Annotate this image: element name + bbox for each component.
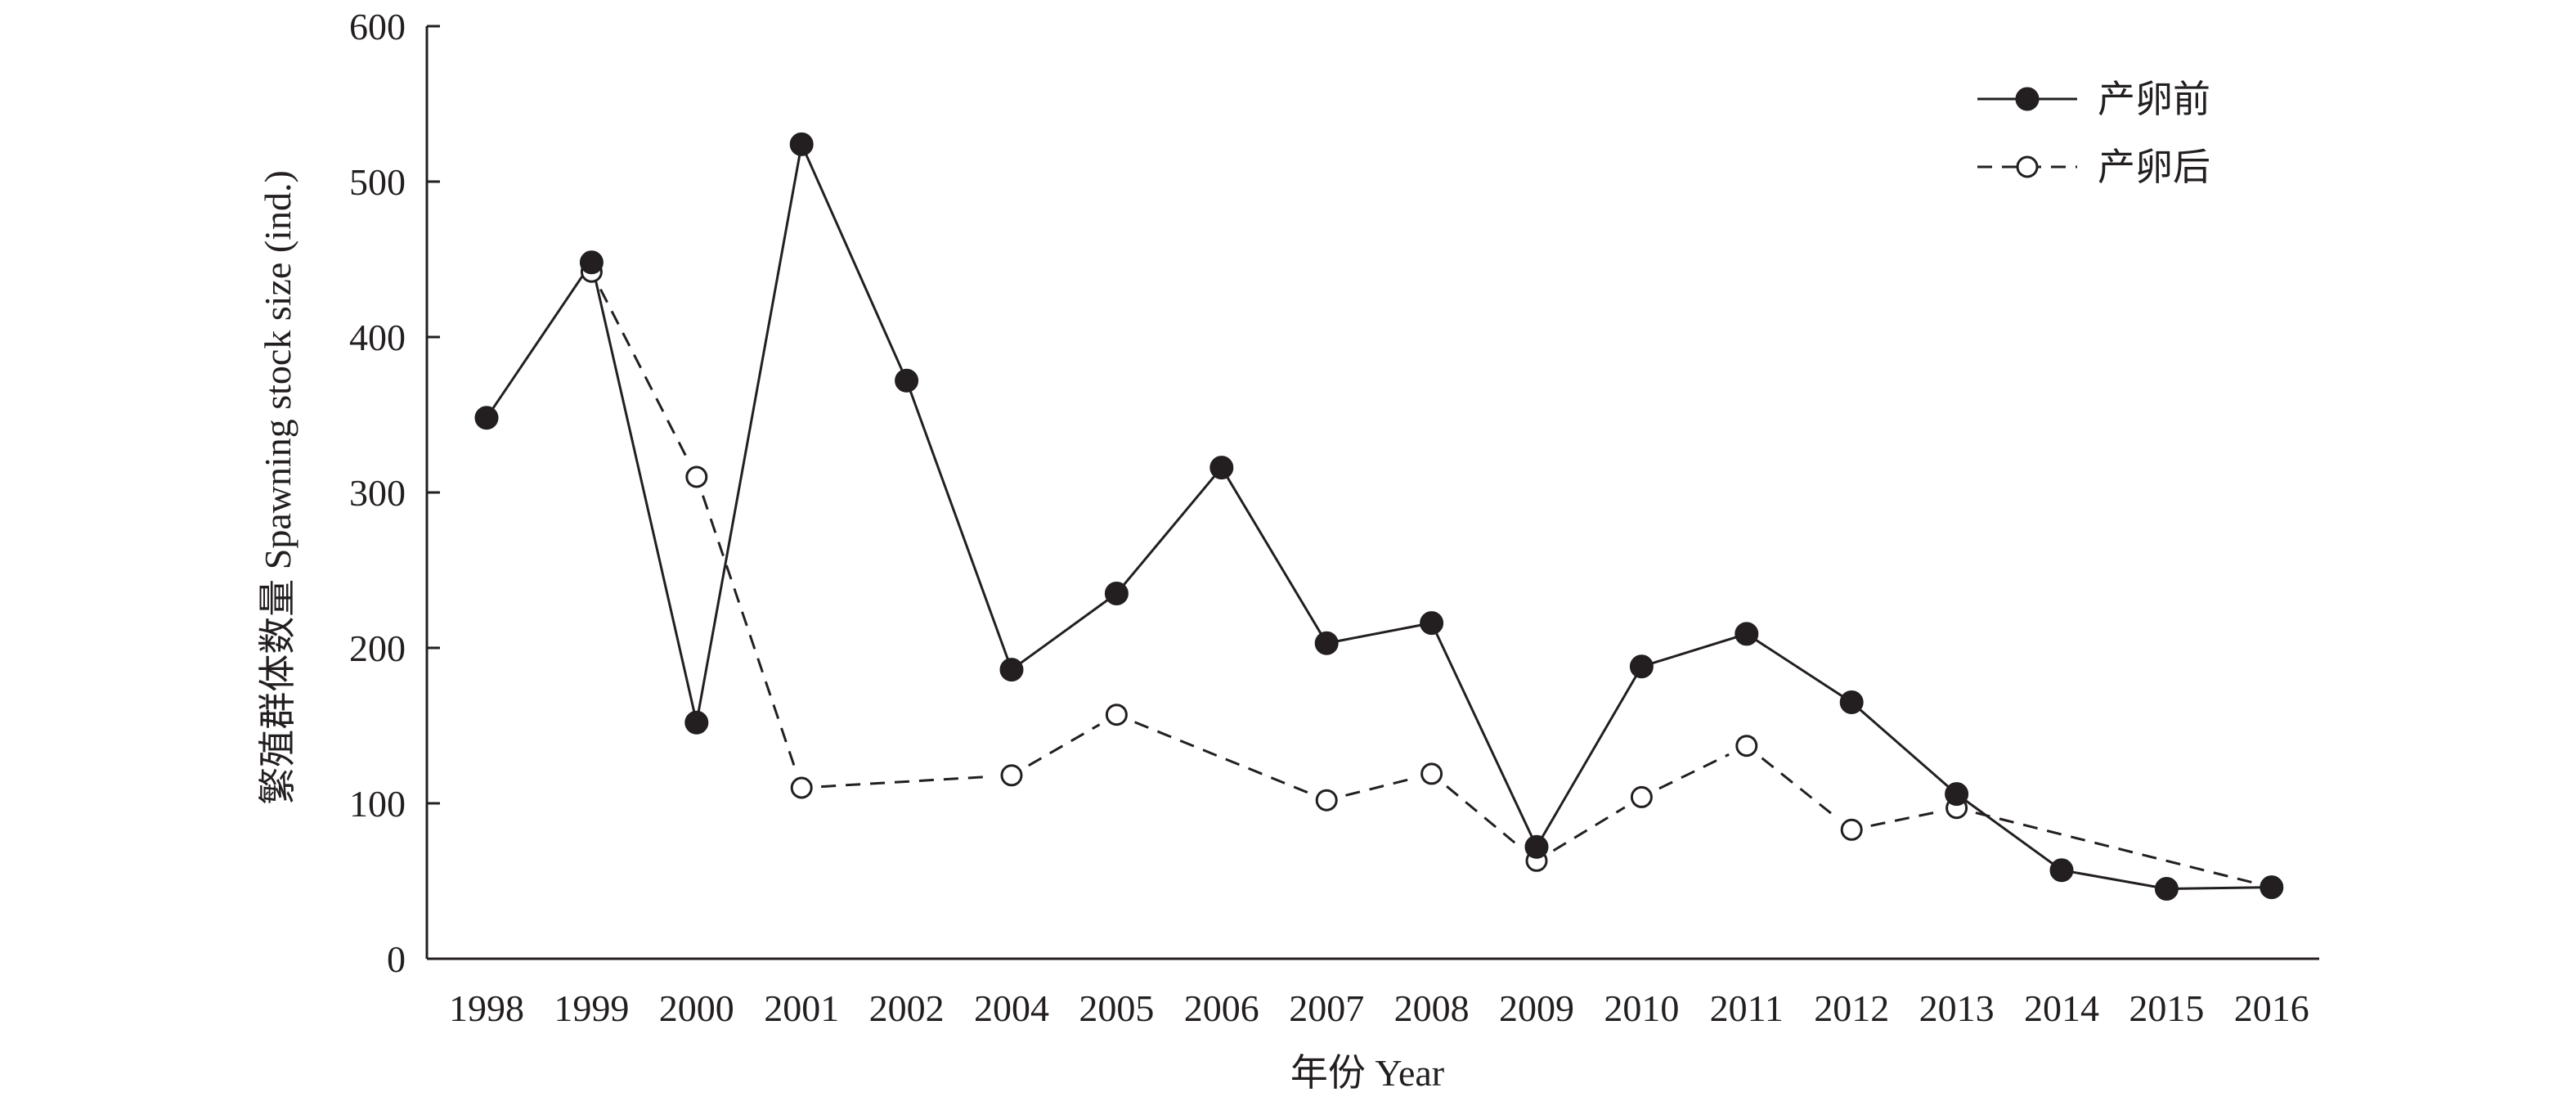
series-1-point <box>474 406 499 430</box>
series-2-point <box>1630 785 1653 808</box>
series-1-point <box>1839 690 1864 714</box>
series-line-2-segment <box>1761 757 1838 819</box>
series-1-point <box>999 658 1024 682</box>
x-axis-title: 年份 Year <box>1290 1052 1444 1094</box>
legend-label-series-1: 产卵前 <box>2098 79 2210 120</box>
series-line-1 <box>485 140 2272 891</box>
legend-label-series-2: 产卵后 <box>2098 146 2210 188</box>
series-2-point <box>1840 818 1863 841</box>
series-layer <box>474 132 2284 901</box>
series-2-point <box>1735 735 1758 758</box>
x-tick-label: 2010 <box>1604 987 1679 1029</box>
x-tick-label: 2014 <box>2024 987 2099 1029</box>
y-tick-label: 500 <box>349 161 406 203</box>
series-line-2-segment <box>1446 785 1523 850</box>
series-1-point <box>895 368 919 393</box>
series-1-point <box>1314 631 1339 655</box>
x-tick-label: 2007 <box>1289 987 1364 1029</box>
series-1-point <box>1735 622 1759 646</box>
x-tick-label: 2001 <box>764 987 839 1029</box>
series-1-point <box>789 132 814 156</box>
series-2-point <box>790 776 813 799</box>
series-2-point <box>1105 704 1128 726</box>
x-tick-label: 2013 <box>1919 987 1995 1029</box>
series-line-2-segment <box>1552 806 1626 852</box>
x-tick-label: 2008 <box>1394 987 1470 1029</box>
series-1-point <box>1945 782 1969 807</box>
y-axis-title: 繁殖群体数量 Spawning stock size (ind.) <box>257 170 298 805</box>
x-tick-label: 2016 <box>2234 987 2309 1029</box>
y-tick-label: 100 <box>349 783 406 825</box>
series-1-point <box>1629 654 1654 679</box>
x-tick-label: 1999 <box>554 987 629 1029</box>
legend-marker-series-2 <box>2016 155 2039 178</box>
y-tick-label: 600 <box>349 6 406 47</box>
series-line-2-segment <box>1975 812 2253 884</box>
series-line-2-segment <box>599 288 689 461</box>
series-line-2-segment <box>702 495 797 770</box>
series-1-point <box>579 250 604 275</box>
axes: 0 100 200 300 400 500 600 1998 1999 2000 2001 2002 2… <box>349 6 2319 1029</box>
series-2-point <box>685 465 708 488</box>
series-2-point <box>1420 762 1443 785</box>
x-tick-label: 2004 <box>974 987 1049 1029</box>
series-1-point <box>2049 858 2074 883</box>
series-line-2-segment <box>821 775 993 789</box>
x-tick-label: 2012 <box>1814 987 1889 1029</box>
series-2-point <box>1315 789 1338 812</box>
series-1-point <box>1209 456 1234 480</box>
legend-marker-series-1 <box>2015 87 2040 111</box>
series-1-point <box>1524 834 1549 859</box>
series-line-2-segment <box>1345 777 1413 797</box>
series-1-point <box>684 710 709 735</box>
x-tick-label: 2011 <box>1710 987 1784 1029</box>
legend: 产卵前 产卵后 <box>1977 79 2210 188</box>
y-tick-label: 300 <box>349 472 406 514</box>
series-1-point <box>1104 582 1129 605</box>
series-1-point <box>1420 611 1444 636</box>
series-line-2-segment <box>1870 811 1938 827</box>
y-tick-label: 400 <box>349 317 406 358</box>
x-tick-label: 2009 <box>1499 987 1574 1029</box>
x-tick-label: 2002 <box>869 987 945 1029</box>
y-tick-label: 0 <box>387 938 406 980</box>
x-tick-label: 1998 <box>449 987 524 1029</box>
series-2-point <box>1000 764 1023 787</box>
y-tick-label: 200 <box>349 627 406 669</box>
series-line-2-segment <box>1658 753 1730 790</box>
x-tick-label: 2005 <box>1079 987 1154 1029</box>
series-1-point <box>2154 877 2179 901</box>
x-tick-label: 2006 <box>1184 987 1259 1029</box>
series-1-point <box>2260 875 2284 900</box>
series-line-2 <box>599 288 2253 884</box>
x-tick-label: 2015 <box>2129 987 2204 1029</box>
x-tick-label: 2000 <box>659 987 734 1029</box>
series-line-2-segment <box>1134 721 1309 794</box>
series-line-2-segment <box>1028 723 1101 767</box>
